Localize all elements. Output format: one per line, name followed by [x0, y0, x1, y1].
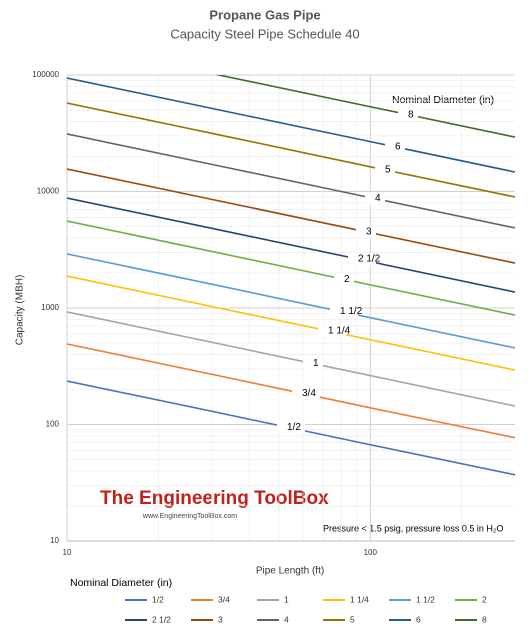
series-label-bg: [292, 387, 320, 400]
series-line: [67, 77, 515, 173]
legend-label: 2 1/2: [152, 614, 171, 624]
series-label: 5: [385, 164, 391, 175]
x-axis-label: Pipe Length (ft): [256, 566, 324, 577]
series-line: [67, 102, 515, 198]
y-tick-label: 100: [46, 420, 60, 429]
legend-label: 1 1/2: [416, 594, 435, 604]
series-label-bg: [318, 324, 346, 337]
series-label: 2 1/2: [358, 254, 381, 265]
series-label-bg: [348, 253, 376, 266]
annotation: Pressure < 1.5 psig, pressure loss 0.5 i…: [323, 523, 503, 533]
series-label-bg: [303, 357, 323, 370]
series-label-bg: [375, 163, 395, 176]
series-line: [67, 133, 515, 229]
annotation: Nominal Diameter (in): [392, 94, 494, 106]
y-tick-label: 100000: [32, 70, 59, 79]
watermark-url: www.EngineeringToolBox.com: [142, 513, 237, 520]
plot-area: [67, 75, 515, 476]
legend-label: 4: [284, 614, 289, 624]
legend-label: 1/2: [152, 594, 164, 604]
series-label-bg: [334, 273, 354, 286]
series-line: [67, 197, 515, 293]
series-label-bg: [365, 192, 385, 205]
series-label-bg: [385, 140, 405, 153]
series-label: 3: [366, 226, 372, 237]
series-line: [67, 168, 515, 264]
legend-label: 3: [218, 614, 223, 624]
legend-label: 5: [350, 614, 355, 624]
series-line: [214, 75, 515, 138]
series-label-bg: [277, 421, 305, 434]
series-label: 4: [375, 193, 381, 204]
legend-label: 1: [284, 594, 289, 604]
y-tick-label: 10000: [37, 187, 60, 196]
y-tick-label: 1000: [41, 303, 59, 312]
series-label-bg: [330, 305, 358, 318]
series-label: 1 1/4: [328, 326, 351, 337]
series-line: [67, 275, 515, 371]
series-label: 2: [344, 274, 350, 285]
chart-subtitle: Capacity Steel Pipe Schedule 40: [170, 26, 359, 41]
legend-label: 6: [416, 614, 421, 624]
legend-label: 2: [482, 594, 487, 604]
y-tick-label: 10: [50, 536, 59, 545]
series-line: [67, 311, 515, 407]
x-tick-label: 100: [364, 548, 378, 557]
legend-label: 1 1/4: [350, 594, 369, 604]
series-line: [67, 253, 515, 349]
series-label: 1 1/2: [340, 306, 363, 317]
series-label: 1: [313, 358, 319, 369]
y-axis-label: Capacity (MBH): [15, 275, 26, 346]
series-label-bg: [398, 108, 418, 121]
series-label: 1/2: [287, 422, 301, 433]
series-label: 3/4: [302, 388, 316, 399]
x-tick-label: 10: [63, 548, 72, 557]
series-label: 8: [408, 109, 414, 120]
legend-title: Nominal Diameter (in): [70, 577, 172, 589]
series-line: [67, 343, 515, 439]
chart-title: Propane Gas Pipe: [209, 7, 320, 22]
series-line: [67, 220, 515, 316]
legend-label: 8: [482, 614, 487, 624]
series-label-bg: [356, 225, 376, 238]
legend-label: 3/4: [218, 594, 230, 604]
series-label: 6: [395, 141, 401, 152]
watermark: The Engineering ToolBox: [100, 488, 329, 509]
